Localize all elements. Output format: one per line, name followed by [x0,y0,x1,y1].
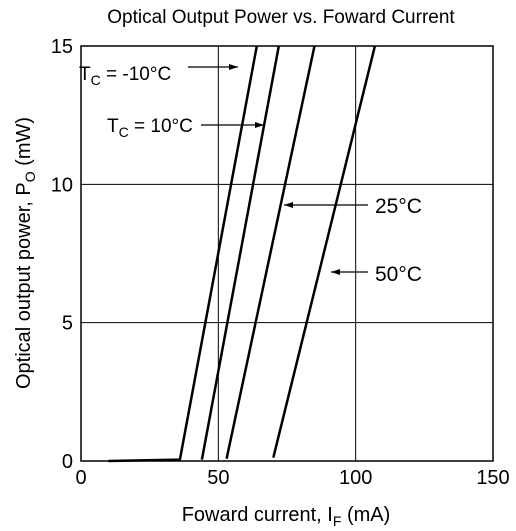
arrow-tc-10 [201,122,264,128]
annotation-arrows [188,64,368,275]
y-tick-label-0: 0 [62,451,73,473]
arrow-25c [284,202,368,208]
tick-labels: 0 50 100 150 0 5 10 15 [51,36,510,489]
series-line-3 [225,45,316,460]
series-line-4 [272,45,377,458]
y-tick-label-10: 10 [51,174,73,196]
annotation-50c: 50°C [375,263,422,286]
arrow-25c-head [284,202,293,208]
annotation-tc-10: TC = 10°C [107,116,193,140]
series-line-1 [108,45,259,463]
plot-border [80,45,494,462]
chart-title: Optical Output Power vs. Foward Current [107,7,455,28]
y-tick-label-5: 5 [62,313,73,335]
x-tick-label-0: 0 [75,467,86,489]
x-tick-label-100: 100 [339,467,372,489]
y-tick-label-15: 15 [51,36,73,58]
arrow-50c-head [331,269,340,275]
x-axis-label: Foward current, IF (mA) [182,504,391,529]
series-lines [108,45,377,463]
arrow-50c [331,269,368,275]
x-tick-label-150: 150 [476,467,509,489]
series-line-2 [200,45,281,460]
annotation-tc-minus10: TC = -10°C [79,64,171,88]
annotation-25c: 25°C [375,195,422,218]
arrow-tc-minus10 [188,64,238,70]
y-axis-label: Optical output power, PO (mW) [13,117,38,389]
arrow-tc-minus10-head [229,64,238,70]
x-tick-label-50: 50 [207,467,229,489]
arrow-tc-10-head [255,122,264,128]
plot-frame [80,45,494,462]
